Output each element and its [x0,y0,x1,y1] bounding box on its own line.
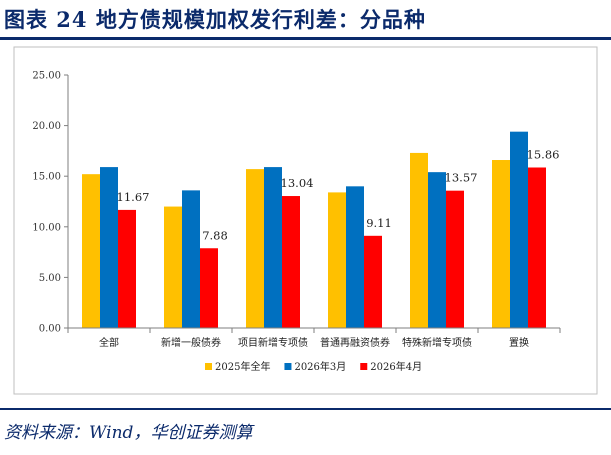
header-rule [0,37,611,40]
bar [528,167,546,328]
bar [328,192,346,328]
bar [510,131,528,328]
x-tick-label: 特殊新增专项债 [402,336,472,349]
bar [364,235,382,328]
x-tick-label: 全部 [99,336,119,349]
bar [246,169,264,328]
x-tick-label: 新增一般债券 [161,336,221,349]
legend: 2025年全年 2026年3月 2026年4月 [205,360,422,373]
bar [428,172,446,328]
data-label: 15.86 [527,147,560,161]
y-axis: 0.00 5.00 10.00 15.00 20.00 25.00 [32,71,69,335]
data-label: 13.57 [445,171,478,185]
bar [410,152,428,328]
legend-swatch [360,363,368,370]
source-note: 资料来源：Wind，华创证券测算 [4,423,253,443]
bar [82,174,100,328]
bar [182,190,200,328]
bar-chart: 0.00 5.00 10.00 15.00 20.00 25.00 11.67 7.88 13… [13,46,598,395]
y-tick-label: 15.00 [32,172,61,183]
chart-area: 0.00 5.00 10.00 15.00 20.00 25.00 11.67 7.88 13… [0,40,611,400]
bar [446,190,464,328]
y-tick-label: 20.00 [32,121,61,132]
y-tick-label: 10.00 [32,222,61,233]
bar [264,167,282,328]
legend-label: 2026年3月 [294,360,346,373]
legend-swatch [284,363,292,370]
bar [492,160,510,328]
x-tick-label: 置换 [509,336,529,349]
legend-label: 2025年全年 [215,360,270,373]
legend-label: 2026年4月 [370,360,422,373]
figure-title: 图表 24 地方债规模加权发行利差：分品种 [4,7,426,32]
bar [346,186,364,328]
bar [100,167,118,328]
data-label: 7.88 [202,228,228,242]
x-tick-label: 项目新增专项债 [238,336,308,349]
x-axis: 全部 新增一般债券 项目新增专项债 普通再融资债券 特殊新增专项债 置换 [67,327,561,349]
y-tick-label: 0.00 [39,324,61,335]
data-label: 13.04 [281,176,314,190]
bar [200,248,218,328]
x-tick-label: 普通再融资债券 [320,336,390,349]
footer-rule [0,408,611,410]
data-label: 9.11 [366,216,392,230]
data-labels: 11.67 7.88 13.04 9.11 13.57 15.86 [117,147,560,242]
legend-swatch [205,363,212,370]
data-label: 11.67 [117,190,150,204]
y-tick-label: 25.00 [32,71,61,82]
bar [164,206,182,328]
bars [82,131,546,328]
figure-header: 图表 24 地方债规模加权发行利差：分品种 [0,0,611,40]
bar [282,196,300,328]
bar [118,209,136,328]
y-tick-label: 5.00 [39,273,61,284]
